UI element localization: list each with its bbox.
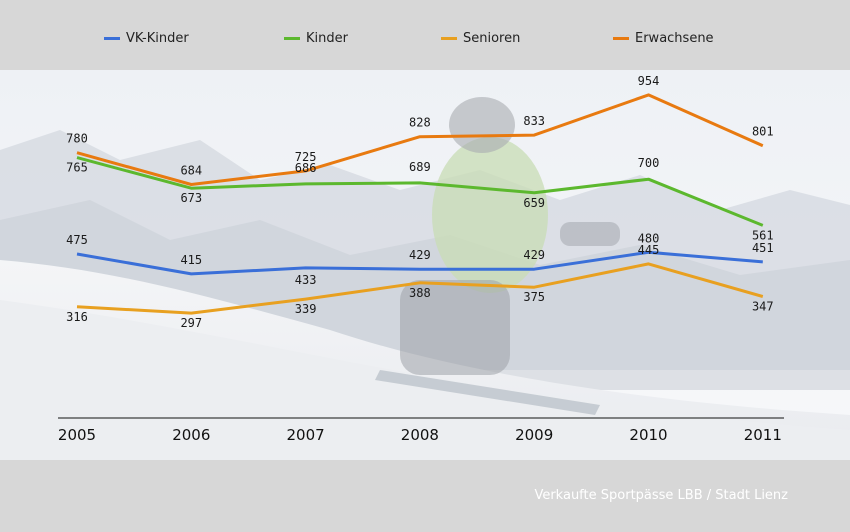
- data-label-erwachsene-2005: 780: [66, 132, 88, 146]
- data-label-kinder-2006: 673: [180, 191, 202, 205]
- x-tick-label-2005: 2005: [58, 426, 96, 444]
- x-tick-label-2008: 2008: [401, 426, 439, 444]
- data-label-vk-kinder-2011: 451: [752, 241, 774, 255]
- data-label-senioren-2009: 375: [523, 290, 545, 304]
- legend-label-vk-kinder: VK-Kinder: [126, 30, 189, 46]
- chart-caption: Verkaufte Sportpässe LBB / Stadt Lienz: [534, 488, 788, 503]
- data-label-senioren-2006: 297: [180, 316, 202, 330]
- data-label-kinder-2011: 561: [752, 228, 774, 242]
- chart-plot: 475 415 433 429 429 480 451 765 673 686 689 659 700 5…: [0, 70, 850, 460]
- data-label-kinder-2008: 689: [409, 160, 431, 174]
- data-label-kinder-2010: 700: [638, 156, 660, 170]
- legend-item-vk-kinder: VK-Kinder: [104, 29, 189, 47]
- data-label-erwachsene-2006: 684: [180, 164, 202, 178]
- chart-marks: 475 415 433 429 429 480 451 765 673 686 689 659 700 5…: [58, 74, 782, 444]
- legend-label-senioren: Senioren: [463, 30, 521, 46]
- data-label-vk-kinder-2005: 475: [66, 233, 88, 247]
- data-label-erwachsene-2009: 833: [523, 114, 545, 128]
- x-tick-label-2011: 2011: [744, 426, 782, 444]
- background-photo: [0, 70, 850, 460]
- data-label-kinder-2005: 765: [66, 161, 88, 175]
- series-line-vk-kinder: [76, 250, 763, 276]
- legend-swatch-vk-kinder: [104, 36, 120, 40]
- data-label-vk-kinder-2006: 415: [180, 253, 202, 267]
- data-label-senioren-2005: 316: [66, 310, 88, 324]
- data-label-senioren-2008: 388: [409, 286, 431, 300]
- x-tick-label-2009: 2009: [515, 426, 553, 444]
- series-line-erwachsene: [76, 93, 764, 186]
- data-label-vk-kinder-2007: 433: [295, 273, 317, 287]
- legend: VK-Kinder Kinder Senioren Erwachsene: [0, 0, 850, 70]
- x-tick-label-2007: 2007: [287, 426, 325, 444]
- data-label-erwachsene-2011: 801: [752, 125, 774, 139]
- series-line-kinder: [76, 156, 764, 227]
- data-label-senioren-2010: 445: [638, 243, 660, 257]
- data-label-erwachsene-2008: 828: [409, 116, 431, 130]
- data-label-senioren-2011: 347: [752, 300, 774, 314]
- x-tick-label-2006: 2006: [172, 426, 210, 444]
- data-label-vk-kinder-2008: 429: [409, 248, 431, 262]
- data-label-erwachsene-2010: 954: [638, 74, 660, 88]
- data-label-senioren-2007: 339: [295, 302, 317, 316]
- data-label-erwachsene-2007: 725: [295, 150, 317, 164]
- legend-item-erwachsene: Erwachsene: [613, 29, 714, 47]
- data-label-vk-kinder-2009: 429: [523, 248, 545, 262]
- legend-label-kinder: Kinder: [306, 30, 348, 46]
- legend-swatch-erwachsene: [613, 36, 629, 40]
- legend-item-kinder: Kinder: [284, 29, 348, 47]
- legend-label-erwachsene: Erwachsene: [635, 30, 714, 46]
- series-line-senioren: [76, 262, 764, 315]
- legend-swatch-senioren: [441, 36, 457, 40]
- legend-item-senioren: Senioren: [441, 29, 520, 47]
- data-label-kinder-2009: 659: [523, 196, 545, 210]
- x-tick-label-2010: 2010: [629, 426, 667, 444]
- legend-swatch-kinder: [284, 36, 300, 40]
- data-label-kinder-2007: 686: [295, 161, 317, 175]
- data-label-vk-kinder-2010: 480: [638, 231, 660, 245]
